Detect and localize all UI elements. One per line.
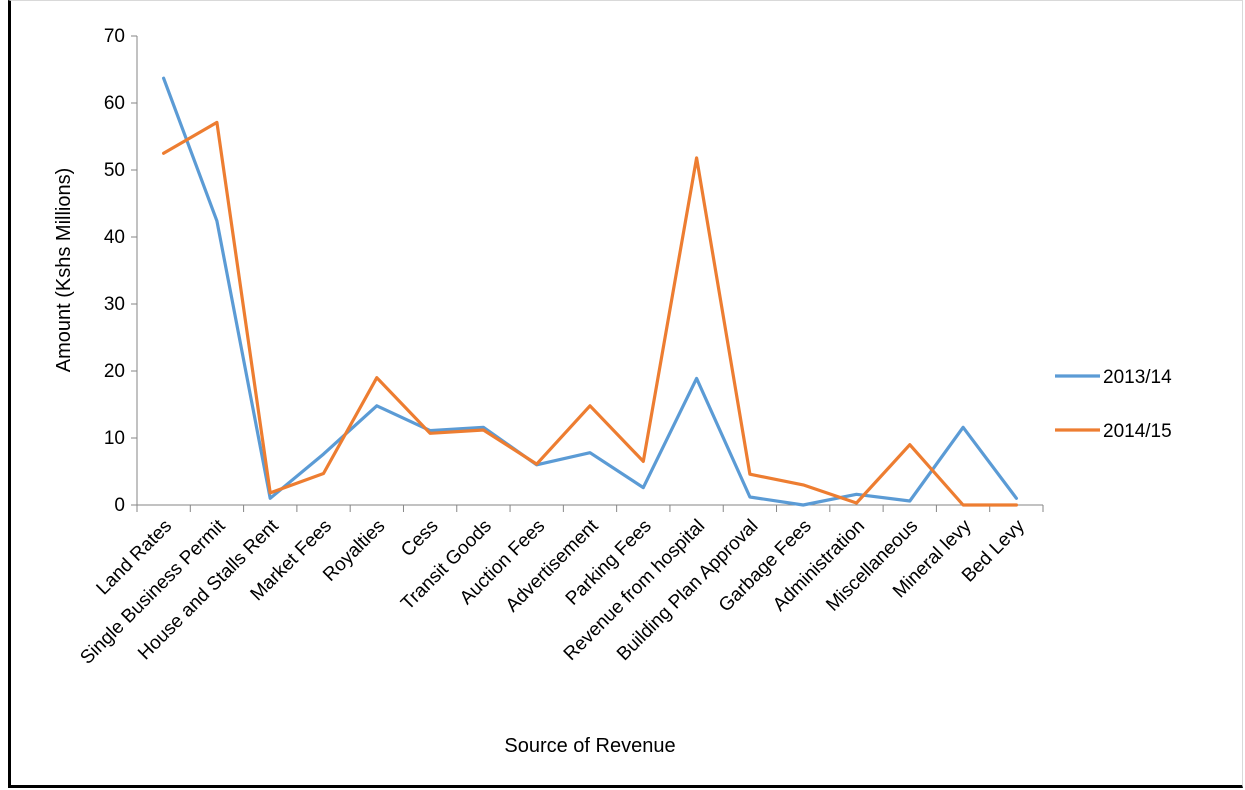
x-tick-label: Garbage Fees	[715, 516, 816, 617]
series-line-1	[162, 76, 1019, 507]
x-tick-label: Administration	[769, 516, 869, 616]
legend-label: 2013/14	[1103, 367, 1172, 388]
y-tick-label: 0	[114, 495, 125, 516]
x-tick-label: Miscellaneous	[822, 516, 922, 616]
series-lines	[162, 76, 1019, 507]
x-tick-label: Advertisement	[502, 515, 603, 616]
y-axis: 0 10 20 30 40 50 60 70	[104, 26, 138, 516]
y-tick-label: 50	[104, 160, 125, 181]
x-tick-label: Cess	[397, 516, 442, 561]
y-axis-title: Amount (Kshs Millions)	[53, 168, 75, 373]
y-tick-label: 20	[104, 361, 125, 382]
y-tick-label: 60	[104, 93, 125, 114]
y-tick-label: 10	[104, 428, 125, 449]
x-axis-title: Source of Revenue	[504, 735, 675, 757]
legend: 2013/14 2014/15	[1055, 367, 1172, 442]
chart-frame	[8, 0, 1243, 788]
series-line-2	[162, 120, 1019, 507]
y-tick-label: 30	[104, 294, 125, 315]
legend-label: 2014/15	[1103, 421, 1172, 442]
y-tick-label: 40	[104, 227, 125, 248]
y-tick-label: 70	[104, 26, 125, 47]
